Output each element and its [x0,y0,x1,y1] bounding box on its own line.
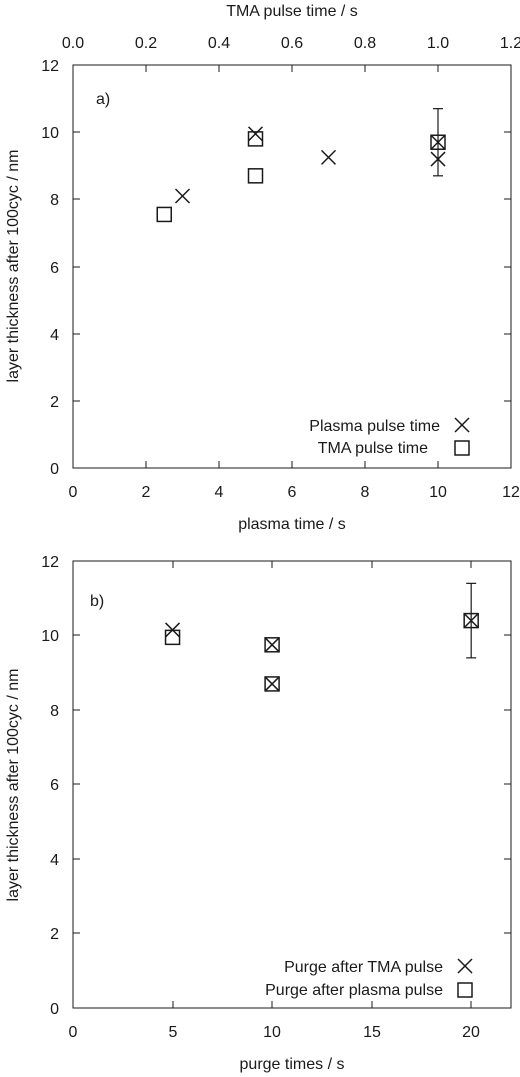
top-tick-label: 0.8 [354,35,376,52]
legend-label: Plasma pulse time [309,418,440,435]
square-marker-point [463,612,479,629]
x-tick-label: 12 [502,484,520,501]
x-tick-label: 2 [142,484,151,501]
y-tick-label: 0 [50,461,59,478]
x-tick-label: 0 [69,1024,78,1041]
y-axis-label: layer thickness after 100cyc / nm [5,669,22,902]
y-tick-labels: 0 2 4 6 8 10 12 [41,58,59,478]
legend-square-marker-icon [457,982,473,998]
square-marker-point [247,131,264,147]
panel-a: TMA pulse time / s 0.0 0.2 0.4 0.6 0.8 1… [5,3,520,533]
top-tick-label: 0.0 [62,35,84,52]
y-tick-label: 0 [50,1001,59,1018]
x-tick-label: 4 [215,484,224,501]
y-tick-label: 2 [50,394,59,411]
x-marker-point [430,151,446,167]
legend-x-marker-icon [457,958,473,974]
top-axis-ticks: 0.0 0.2 0.4 0.6 0.8 1.0 1.2 [62,35,520,52]
plot-marks [164,582,479,692]
plot-frame [72,64,512,469]
x-axis-label: purge times / s [240,1056,345,1073]
y-tick-label: 10 [41,125,59,142]
legend-label: TMA pulse time [318,440,428,457]
x-tick-label: 20 [462,1024,480,1041]
panel-label: a) [96,91,110,108]
top-tick-label: 0.4 [208,35,230,52]
y-tick-label: 12 [41,554,59,571]
y-tick-label: 8 [50,192,59,209]
x-tick-label: 10 [429,484,447,501]
top-tick-label: 0.6 [281,35,303,52]
square-marker-point [156,206,172,223]
square-marker-point [247,168,264,184]
square-marker-point [164,629,181,646]
x-tick-label: 0 [69,484,78,501]
square-marker-point [430,134,446,150]
tick-marks [73,65,511,468]
x-tick-label: 15 [363,1024,381,1041]
x-marker-point [264,676,280,692]
x-tick-labels: 0 5 10 15 20 [69,1024,480,1041]
top-tick-label: 1.2 [500,35,520,52]
x-marker-point [174,188,191,204]
x-marker-point [320,149,337,165]
legend: Plasma pulse time TMA pulse time [309,417,470,457]
legend-label: Purge after TMA pulse [284,959,443,976]
y-tick-label: 2 [50,926,59,943]
x-tick-label: 5 [169,1024,178,1041]
x-tick-label: 10 [263,1024,281,1041]
y-tick-label: 4 [50,327,59,344]
top-tick-label: 1.0 [427,35,449,52]
square-marker-point [264,637,280,653]
y-axis-label: layer thickness after 100cyc / nm [5,150,22,383]
x-tick-label: 8 [361,484,370,501]
x-marker-point [430,134,446,150]
x-marker-point [247,126,264,142]
panel-label: b) [90,593,104,610]
square-marker-point [264,676,280,692]
tick-marks [73,561,511,1008]
top-axis-label: TMA pulse time / s [226,3,358,20]
x-marker-point [264,637,280,653]
panel-b: 0 2 4 6 8 10 12 0 5 10 15 20 purge times… [5,554,512,1073]
y-tick-labels: 0 2 4 6 8 10 12 [41,554,59,1018]
top-tick-label: 0.2 [135,35,157,52]
legend-x-marker-icon [454,417,470,433]
y-tick-label: 4 [50,852,59,869]
legend-square-marker-icon [454,440,470,456]
y-tick-label: 8 [50,703,59,720]
legend-label: Purge after plasma pulse [265,982,443,999]
legend: Purge after TMA pulse Purge after plasma… [265,958,473,999]
x-tick-labels: 0 2 4 6 8 10 12 [69,484,520,501]
x-marker-point [463,613,479,629]
plot-frame [72,560,512,1009]
y-tick-label: 6 [50,260,59,277]
plot-marks [156,108,446,223]
x-axis-label: plasma time / s [238,516,346,533]
y-tick-label: 12 [41,58,59,75]
x-tick-label: 6 [288,484,297,501]
y-tick-label: 10 [41,628,59,645]
y-tick-label: 6 [50,777,59,794]
